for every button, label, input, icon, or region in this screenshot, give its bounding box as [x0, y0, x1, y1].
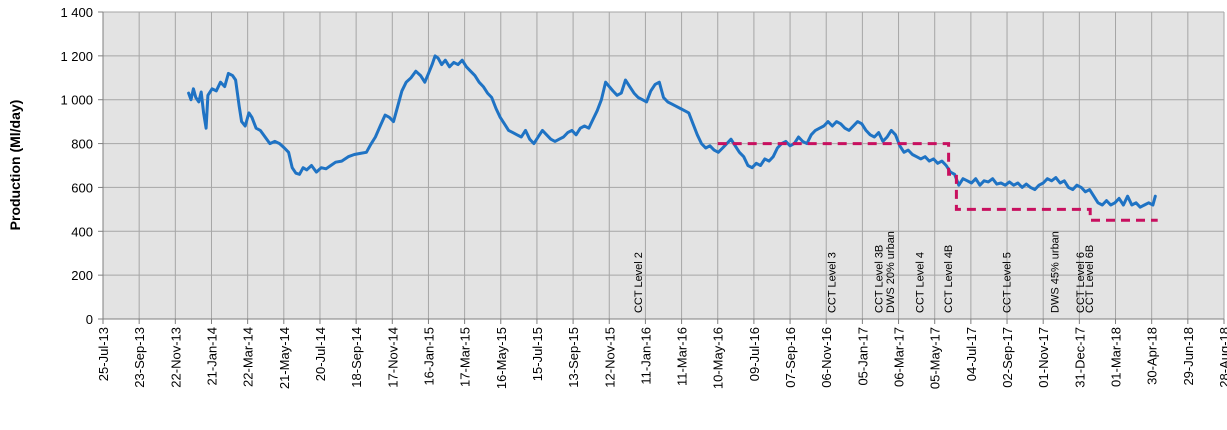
y-axis-ticks: 0 200 400 600 800 1 000 1 200 1 400 [60, 5, 103, 327]
x-tick-label: 30-Apr-18 [1145, 327, 1160, 385]
x-tick-label: 21-Jan-14 [204, 327, 219, 386]
annotation-label: CCT Level 3 [827, 252, 839, 313]
x-tick-label: 07-Sep-16 [783, 327, 798, 388]
y-tick-label: 1 200 [60, 49, 93, 64]
annotation-label: CCT Level 6B [1084, 245, 1096, 313]
x-axis-ticks: 25-Jul-13 23-Sep-13 22-Nov-13 21-Jan-14 22-M… [96, 319, 1227, 389]
x-tick-label: 17-Nov-14 [385, 327, 400, 388]
x-tick-label: 06-Mar-17 [892, 327, 907, 387]
x-tick-label: 17-Mar-15 [458, 327, 473, 387]
x-tick-label: 01-Nov-17 [1036, 327, 1051, 388]
x-tick-label: 16-Jan-15 [421, 327, 436, 386]
x-tick-label: 10-May-16 [711, 327, 726, 389]
production-line [187, 54, 1157, 209]
y-tick-label: 0 [86, 312, 93, 327]
annotations: CCT Level 2 CCT Level 3 CCT Level 3B DWS 20… [633, 231, 1096, 313]
x-tick-label: 22-Mar-14 [241, 327, 256, 387]
x-tick-label: 05-Jan-17 [855, 327, 870, 386]
x-tick-label: 09-Jul-16 [747, 327, 762, 381]
x-tick-label: 11-Jan-16 [638, 327, 653, 385]
x-tick-label: 21-May-14 [277, 327, 292, 389]
x-tick-label: 04-Jul-17 [964, 327, 979, 381]
annotation-label: CCT Level 3B [874, 245, 886, 313]
x-tick-label: 28-Aug-18 [1217, 327, 1227, 388]
x-tick-label: 05-May-17 [928, 327, 943, 389]
x-tick-label: 16-May-15 [494, 327, 509, 389]
x-tick-label: 22-Nov-13 [168, 327, 183, 388]
x-tick-label: 25-Jul-13 [96, 327, 111, 381]
annotation-label: CCT Level 5 [1001, 252, 1013, 313]
annotation-label: DWS 45% urban [1050, 231, 1062, 313]
x-tick-label: 02-Sep-17 [1000, 327, 1015, 388]
annotation-label: CCT Level 4 [915, 252, 927, 313]
x-tick-label: 31-Dec-17 [1072, 327, 1087, 388]
x-tick-label: 20-Jul-14 [313, 327, 328, 381]
annotation-label: CCT Level 2 [633, 252, 645, 313]
x-tick-label: 29-Jun-18 [1181, 327, 1196, 386]
y-tick-label: 800 [71, 137, 93, 152]
y-tick-label: 1 000 [60, 93, 93, 108]
annotation-label: DWS 20% urban [885, 231, 897, 313]
y-tick-label: 200 [71, 268, 93, 283]
target-step-line [717, 142, 1158, 222]
x-tick-label: 13-Sep-15 [566, 327, 581, 388]
gridlines [103, 11, 1225, 319]
annotation-label: CCT Level 4B [943, 245, 955, 313]
x-tick-label: 12-Nov-15 [602, 327, 617, 388]
y-tick-label: 400 [71, 224, 93, 239]
x-tick-label: 06-Nov-16 [819, 327, 834, 388]
annotation-label: CCT Level 6 [1075, 252, 1087, 313]
x-tick-label: 18-Sep-14 [349, 327, 364, 388]
x-tick-label: 15-Jul-15 [530, 327, 545, 381]
y-tick-label: 600 [71, 180, 93, 195]
x-tick-label: 01-Mar-18 [1109, 327, 1124, 387]
x-tick-label: 23-Sep-13 [132, 327, 147, 388]
series-layer [187, 54, 1158, 222]
x-tick-label: 11-Mar-16 [675, 327, 690, 386]
plot-area [103, 12, 1224, 319]
y-axis-label: Production (Ml/day) [7, 100, 23, 231]
y-tick-label: 1 400 [60, 5, 93, 20]
